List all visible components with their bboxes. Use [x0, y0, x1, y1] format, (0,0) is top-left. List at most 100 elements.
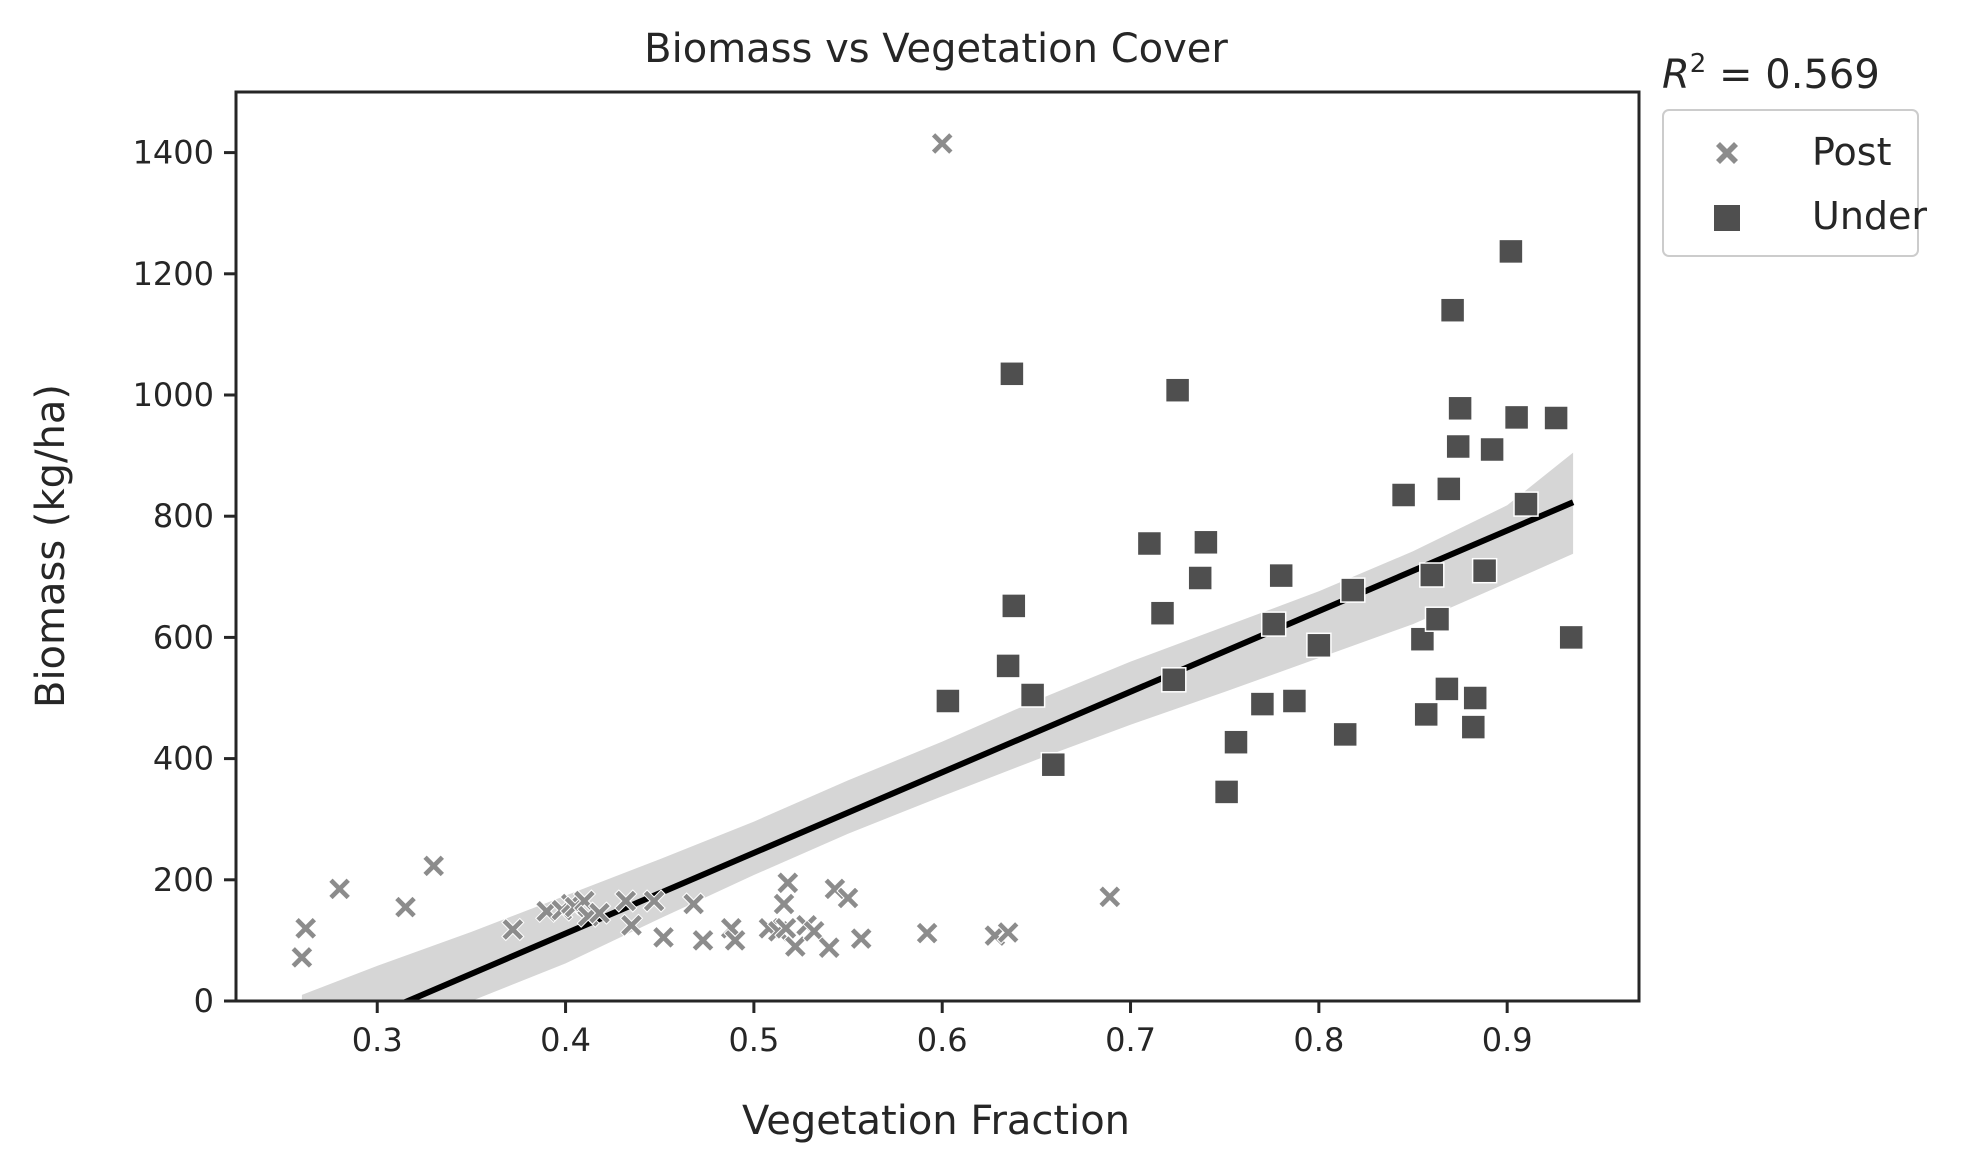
point-under — [999, 361, 1025, 387]
point-post — [817, 935, 841, 960]
point-under — [1471, 557, 1498, 584]
x-tick-label: 0.8 — [1293, 1021, 1344, 1059]
x-tick-label: 0.7 — [1105, 1021, 1156, 1059]
regression-line — [400, 499, 1575, 1001]
point-post — [393, 895, 418, 919]
point-under — [1424, 606, 1451, 632]
point-under — [1193, 529, 1219, 556]
y-tick-label: 1200 — [133, 255, 214, 293]
point-post — [614, 889, 638, 913]
point-post — [772, 892, 796, 916]
legend-marker-post — [1716, 142, 1738, 164]
point-post — [849, 926, 873, 951]
point-under — [1260, 611, 1287, 637]
point-under — [1161, 667, 1187, 693]
point-under — [1543, 405, 1569, 431]
point-post — [930, 131, 954, 156]
point-under — [1249, 691, 1276, 717]
y-tick-label: 400 — [153, 740, 214, 778]
point-post — [776, 871, 800, 895]
point-under — [1447, 395, 1473, 422]
point-under — [1390, 482, 1417, 508]
point-post — [587, 901, 612, 925]
point-under — [1187, 565, 1213, 591]
point-post — [290, 945, 314, 970]
point-under — [1040, 751, 1067, 778]
point-post — [996, 920, 1020, 945]
point-post — [421, 854, 446, 878]
chart-title: Biomass vs Vegetation Cover — [644, 26, 1228, 72]
confidence-band-area — [301, 452, 1574, 1002]
y-tick-label: 200 — [153, 861, 214, 899]
point-post — [293, 916, 318, 941]
point-post — [723, 928, 747, 953]
point-under — [1019, 682, 1046, 708]
point-under — [1223, 729, 1249, 755]
point-under — [1558, 624, 1584, 651]
point-under — [1001, 593, 1027, 619]
y-axis-ticks: 0 200 400 600 800 1000 1200 1400 — [133, 134, 236, 1020]
point-under — [1460, 714, 1487, 740]
x-tick-label: 0.6 — [917, 1021, 968, 1059]
point-under — [1340, 577, 1366, 603]
point-post — [501, 917, 525, 942]
legend-label-post: Post — [1812, 130, 1892, 174]
x-axis-label: Vegetation Fraction — [742, 1098, 1130, 1144]
point-under — [1479, 436, 1505, 463]
point-under — [1306, 632, 1332, 659]
point-under — [1439, 297, 1466, 323]
plot-frame — [234, 90, 1641, 1003]
y-tick-label: 1000 — [133, 376, 214, 414]
point-post — [783, 934, 808, 959]
point-under — [1419, 562, 1445, 588]
point-post — [327, 877, 352, 901]
x-tick-label: 0.3 — [352, 1021, 403, 1059]
x-axis-ticks: 0.3 0.4 0.5 0.6 0.7 0.8 0.9 — [352, 1001, 1533, 1059]
point-under — [1164, 377, 1191, 403]
legend-label-under: Under — [1812, 194, 1927, 238]
point-post — [1098, 885, 1122, 909]
point-under — [1213, 779, 1240, 805]
y-tick-label: 800 — [153, 497, 214, 535]
point-post — [619, 913, 644, 938]
point-under — [1503, 404, 1530, 431]
legend-marker-under — [1714, 205, 1740, 231]
r-squared-symbol: R — [1662, 52, 1690, 98]
point-post — [651, 925, 676, 950]
point-post — [691, 928, 715, 953]
x-tick-label: 0.4 — [540, 1021, 591, 1059]
point-post — [836, 886, 860, 910]
y-tick-label: 600 — [153, 618, 214, 656]
point-under — [1462, 685, 1488, 711]
point-under — [1436, 476, 1462, 502]
point-post — [681, 892, 706, 916]
legend: Post Under — [1662, 109, 1927, 257]
x-tick-label: 0.5 — [728, 1021, 779, 1059]
y-tick-label: 1400 — [133, 134, 214, 172]
point-under — [1332, 721, 1358, 748]
point-under — [1413, 701, 1439, 728]
y-tick-label: 0 — [194, 982, 214, 1020]
point-post — [915, 921, 939, 945]
point-under — [1513, 491, 1539, 517]
data-points — [290, 131, 1584, 970]
y-axis-label: Biomass (kg/ha) — [28, 384, 74, 708]
point-under — [1445, 433, 1471, 460]
x-tick-label: 0.9 — [1482, 1021, 1533, 1059]
r-squared-value: = 0.569 — [1706, 52, 1879, 98]
r-squared-superscript: 2 — [1690, 49, 1707, 79]
point-under — [1434, 676, 1460, 702]
regression-fit-line — [400, 499, 1575, 1001]
r-squared-annotation: R2 = 0.569 — [1662, 49, 1880, 98]
point-under — [1281, 688, 1308, 714]
point-under — [1268, 562, 1294, 589]
point-post — [802, 919, 826, 944]
point-post — [774, 916, 798, 941]
point-under — [1149, 600, 1176, 626]
confidence-band — [301, 452, 1574, 1002]
point-under — [935, 688, 961, 714]
point-under — [1136, 530, 1163, 557]
point-post — [642, 889, 666, 913]
point-under — [1498, 238, 1524, 265]
